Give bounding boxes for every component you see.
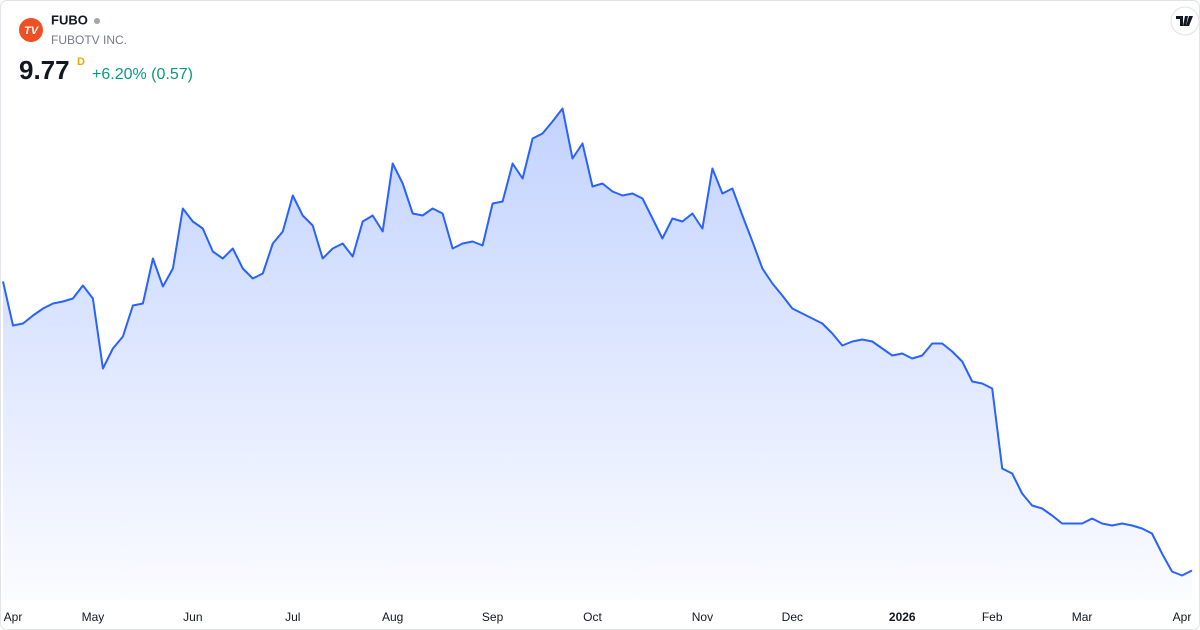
x-tick-label: Jun [183, 610, 202, 624]
price: 9.77 [19, 55, 70, 85]
company-name: FUBOTV INC. [51, 33, 127, 47]
x-tick-label: Dec [782, 610, 803, 624]
x-tick-label: 2026 [889, 610, 916, 624]
x-tick-label: May [82, 610, 105, 624]
price-line [2, 107, 1193, 577]
status-dot [94, 18, 100, 24]
x-tick-label: Jul [285, 610, 300, 624]
x-tick-label: Oct [583, 610, 602, 624]
x-tick-label: Mar [1072, 610, 1093, 624]
x-axis: Apr May Jun Jul Aug Sep Oct Nov Dec 2026 Feb Mar Apr [4, 610, 1192, 624]
symbol: FUBO [51, 12, 88, 27]
brand-mark[interactable] [1170, 6, 1200, 36]
interval: D [77, 56, 85, 68]
x-tick-label: Aug [382, 610, 403, 624]
x-tick-label: Feb [982, 610, 1003, 624]
x-tick-label: Sep [482, 610, 504, 624]
logo [19, 18, 43, 42]
plot-area [2, 107, 1193, 600]
x-tick-label: Apr [1173, 610, 1192, 624]
logo-text: TV [24, 25, 40, 37]
x-tick-label: Apr [4, 610, 23, 624]
change: +6.20% (0.57) [92, 66, 193, 83]
area-fill [3, 108, 1192, 600]
x-tick-label: Nov [692, 610, 713, 624]
